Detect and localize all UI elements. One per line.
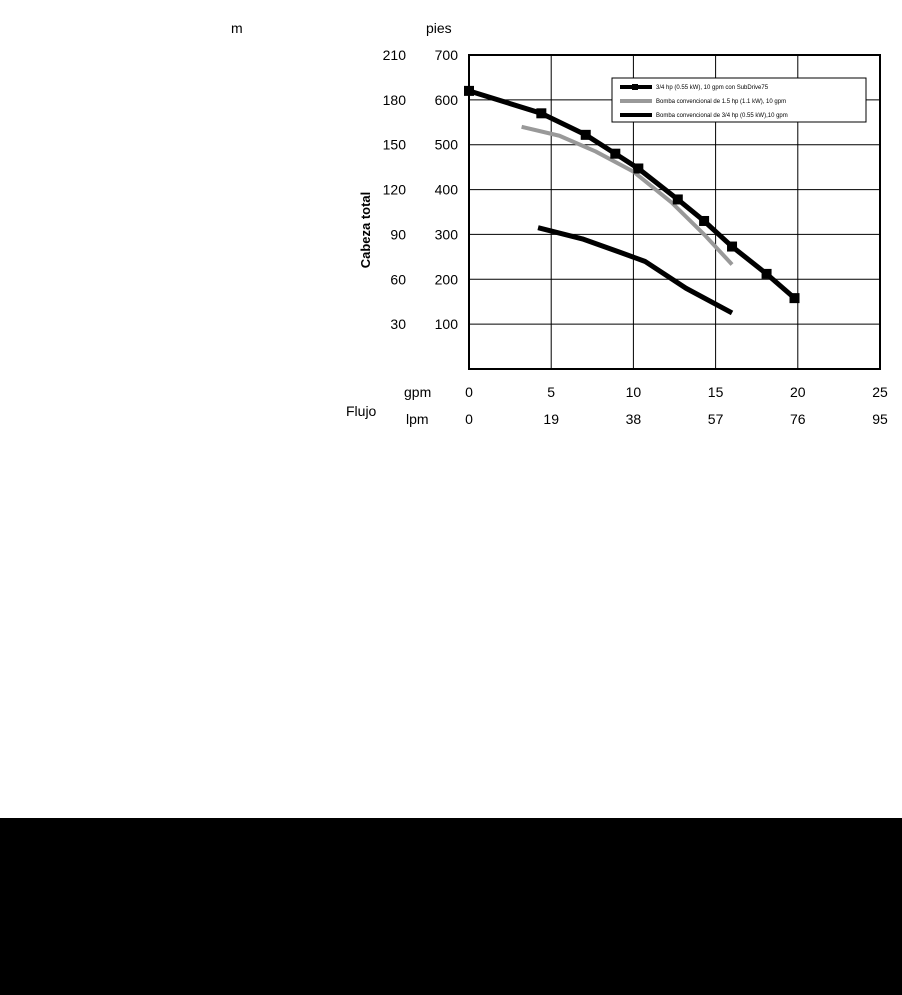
x-unit-secondary: lpm [406,411,429,427]
y-axis-label: Cabeza total [358,192,373,269]
x-tick-label-lpm: 19 [543,411,559,427]
chart: 0 0 5 19 10 38 15 57 20 76 25 95 100 30 200 60 300 90 400 1… [231,20,888,427]
legend-label-subdrive: 3/4 hp (0.55 kW), 10 gpm con SubDrive75 [656,85,769,91]
y-tick-label-m: 90 [390,226,406,242]
y-unit-secondary: m [231,20,243,36]
series-line-conv-34hp [537,225,734,316]
y-tick-label-pies: 500 [435,137,459,153]
y-tick-label-m: 120 [383,182,407,198]
black-band [0,818,902,995]
series-layer [464,85,800,316]
y-tick-label-pies: 700 [435,47,459,63]
y-tick-label-pies: 200 [435,271,459,287]
data-point-subdrive [580,129,591,140]
y-tick-label-pies: 100 [435,316,459,332]
y-tick-label-pies: 300 [435,226,459,242]
series-line-subdrive [468,88,797,301]
series-line-conv-15hp [521,124,734,266]
x-axis-label: Flujo [346,403,377,419]
y-tick-label-pies: 600 [435,92,459,108]
y-unit-primary: pies [426,20,452,36]
y-tick-label-m: 60 [390,271,406,287]
plot-frame [468,54,881,370]
legend-marker-subdrive [632,84,638,90]
data-point-subdrive [672,194,683,205]
x-unit-primary: gpm [404,384,431,400]
y-tick-label-m: 210 [383,47,407,63]
x-tick-label-lpm: 95 [872,411,888,427]
x-tick-label-gpm: 25 [872,384,888,400]
x-tick-label-gpm: 5 [547,384,555,400]
y-tick-label-pies: 400 [435,182,459,198]
data-point-subdrive [727,241,738,252]
data-point-subdrive [699,215,710,226]
legend: 3/4 hp (0.55 kW), 10 gpm con SubDrive75 … [611,77,867,123]
x-tick-label-lpm: 38 [626,411,642,427]
y-tick-label-m: 30 [390,316,406,332]
x-tick-label-gpm: 10 [626,384,642,400]
legend-label-conv-15hp: Bomba convencional de 1.5 hp (1.1 kW), 1… [656,99,786,105]
tick-labels: 0 0 5 19 10 38 15 57 20 76 25 95 100 30 200 60 300 90 400 1… [383,47,888,427]
x-tick-label-gpm: 15 [708,384,724,400]
data-point-subdrive [464,85,474,96]
x-tick-label-lpm: 0 [465,411,473,427]
x-tick-label-lpm: 76 [790,411,806,427]
x-tick-label-lpm: 57 [708,411,724,427]
legend-label-conv-34hp: Bomba convencional de 3/4 hp (0.55 kW),1… [656,113,788,119]
y-tick-label-m: 150 [383,137,407,153]
x-tick-label-gpm: 0 [465,384,473,400]
data-point-subdrive [610,148,621,159]
y-tick-label-m: 180 [383,92,407,108]
x-tick-label-gpm: 20 [790,384,806,400]
data-point-subdrive [761,268,772,279]
data-point-subdrive [789,293,800,304]
data-point-subdrive [633,163,644,174]
data-point-subdrive [536,108,547,119]
legend-box [611,77,867,123]
